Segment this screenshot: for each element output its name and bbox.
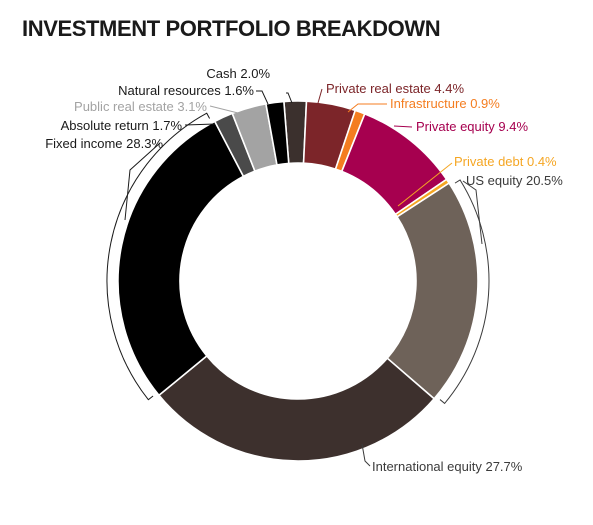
slice-natural-resources	[265, 100, 290, 166]
leader-private-real-estate	[317, 88, 323, 104]
leader-infrastructure	[347, 103, 387, 113]
leader-private-equity	[393, 125, 413, 128]
label-international-equity: International equity 27.7%	[372, 459, 523, 474]
chart-title: INVESTMENT PORTFOLIO BREAKDOWN	[22, 16, 441, 41]
label-private-debt: Private debt 0.4%	[454, 154, 557, 169]
bracket-us-equity	[439, 179, 490, 405]
label-absolute-return: Absolute return 1.7%	[61, 118, 183, 133]
leader-public-real-estate	[209, 105, 239, 114]
leader-cash	[286, 92, 293, 104]
label-private-equity: Private equity 9.4%	[416, 119, 528, 134]
label-natural-resources: Natural resources 1.6%	[118, 83, 254, 98]
label-fixed-income: Fixed income 28.3%	[45, 136, 163, 151]
label-infrastructure: Infrastructure 0.9%	[390, 96, 500, 111]
leader-fixed-income	[124, 142, 161, 221]
bracket-fixed-income	[106, 112, 211, 401]
slice-international-equity	[157, 354, 436, 462]
leader-natural-resources	[256, 90, 269, 105]
slice-labels: Cash 2.0% Private real estate 4.4%Infrast…	[45, 66, 563, 474]
label-brackets	[106, 88, 490, 467]
leader-absolute-return	[184, 123, 216, 126]
slice-us-equity	[386, 182, 479, 400]
label-us-equity: US equity 20.5%	[466, 173, 563, 188]
leader-international-equity	[361, 443, 371, 467]
leader-private-debt	[397, 162, 453, 207]
label-private-real-estate: Private real estate 4.4%	[326, 81, 464, 96]
leader-us-equity	[462, 180, 483, 245]
slice-fixed-income	[117, 120, 245, 397]
label-cash: Cash 2.0%	[206, 66, 270, 81]
label-public-real-estate: Public real estate 3.1%	[74, 99, 207, 114]
donut-slices	[117, 100, 479, 462]
